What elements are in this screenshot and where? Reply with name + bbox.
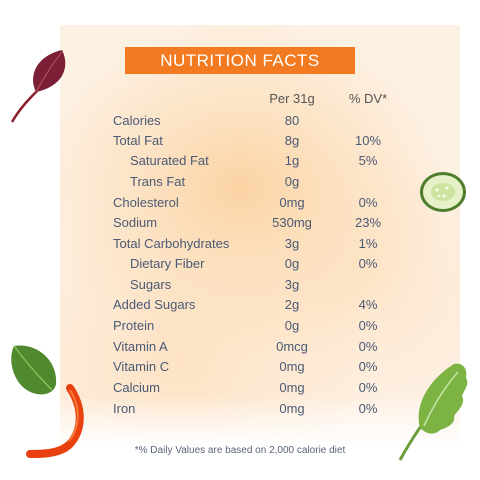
nutrient-row-total-fat: Total Fat 8g 10% [0,133,480,153]
nutrient-row-dietary-fiber: Dietary Fiber 0g 0% [0,256,480,276]
label-background [60,25,460,455]
nutrient-row-sugars: Sugars 3g [0,277,480,297]
nutrient-amount: 0mcg [276,339,308,354]
nutrient-name: Dietary Fiber [130,256,205,271]
title-text: NUTRITION FACTS [160,50,320,70]
nutrient-row-total-carbohydrates: Total Carbohydrates 3g 1% [0,236,480,256]
nutrient-name: Iron [113,401,136,416]
nutrient-row-trans-fat: Trans Fat 0g [0,174,480,194]
nutrient-name: Total Fat [113,133,163,148]
nutrient-dv: 10% [354,133,382,148]
nutrient-dv: 0% [358,359,378,374]
nutrient-row-vitamin-c: Vitamin C 0mg 0% [0,359,480,379]
nutrient-dv: 0% [358,401,378,416]
nutrient-dv: 0% [358,318,378,333]
nutrient-row-vitamin-a: Vitamin A 0mcg 0% [0,339,480,359]
nutrient-dv: 4% [358,297,378,312]
nutrient-amount: 0g [284,256,300,271]
nutrient-dv: 5% [358,153,378,168]
nutrient-row-calories: Calories 80 [0,113,480,133]
spinach-leaf-icon [11,345,57,395]
nutrient-row-iron: Iron 0mg 0% [0,401,480,421]
nutrient-row-saturated-fat: Saturated Fat 1g 5% [0,153,480,173]
red-pepper-strip-icon [26,384,84,458]
nutrient-name: Vitamin A [113,339,168,354]
cucumber-slice-icon [420,172,466,212]
nutrient-name: Saturated Fat [130,153,209,168]
nutrient-row-added-sugars: Added Sugars 2g 4% [0,297,480,317]
nutrient-row-protein: Protein 0g 0% [0,318,480,338]
nutrient-name: Sodium [113,215,158,230]
nutrient-name: Trans Fat [130,174,186,189]
nutrient-amount: 3g [284,236,300,251]
nutrient-dv: 1% [358,236,378,251]
title-banner: NUTRITION FACTS [125,47,355,74]
nutrient-amount: 80 [284,113,300,128]
nutrient-row-cholesterol: Cholesterol 0mg 0% [0,195,480,215]
nutrient-amount: 2g [284,297,300,312]
nutrient-row-sodium: Sodium 530mg 23% [0,215,480,235]
nutrient-name: Sugars [130,277,172,292]
nutrient-amount: 0mg [279,380,305,395]
nutrient-dv: 0% [358,380,378,395]
nutrient-row-calcium: Calcium 0mg 0% [0,380,480,400]
nutrient-name: Calcium [113,380,160,395]
nutrient-amount: 0g [284,174,300,189]
nutrient-dv: 0% [358,339,378,354]
nutrient-name: Added Sugars [113,297,196,312]
beet-leaf-icon [10,50,66,123]
nutrient-dv: 0% [358,256,378,271]
nutrient-amount: 8g [284,133,300,148]
nutrient-amount: 530mg [272,215,312,230]
nutrient-amount: 0mg [279,195,305,210]
nutrient-dv: 0% [358,195,378,210]
nutrient-amount: 0mg [279,401,305,416]
dv-column-header: % DV* [348,91,388,106]
nutrient-name: Vitamin C [113,359,170,374]
nutrient-name: Total Carbohydrates [113,236,230,251]
nutrient-amount: 3g [284,277,300,292]
amount-column-header: Per 31g [269,91,315,106]
label-background-fade [60,395,460,455]
lettuce-leaf-icon [398,363,468,461]
nutrient-amount: 1g [284,153,300,168]
nutrient-name: Protein [113,318,155,333]
nutrient-amount: 0g [284,318,300,333]
nutrient-amount: 0mg [279,359,305,374]
nutrient-name: Cholesterol [113,195,179,210]
daily-value-footnote: *% Daily Values are based on 2,000 calor… [134,445,346,456]
nutrient-dv: 23% [354,215,382,230]
nutrient-name: Calories [113,113,161,128]
